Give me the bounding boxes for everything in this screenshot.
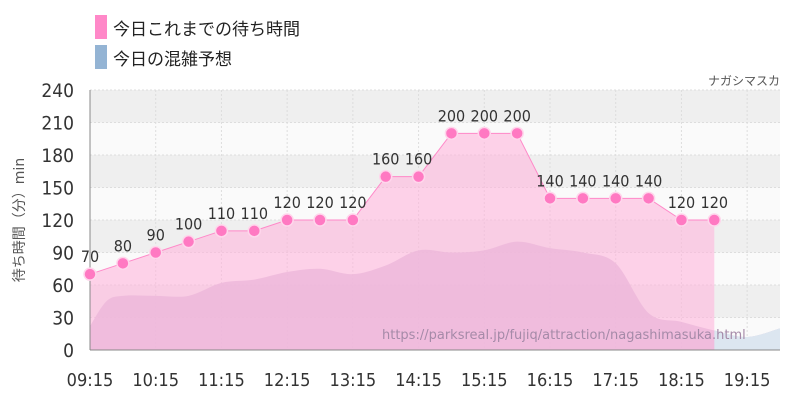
x-tick-label: 17:15 bbox=[592, 370, 639, 391]
data-label: 70 bbox=[81, 247, 99, 266]
wait-point bbox=[411, 169, 426, 184]
wait-point bbox=[641, 191, 656, 206]
legend-item-crowd-forecast[interactable]: 今日の混雑予想 bbox=[95, 42, 300, 72]
y-tick-label: 210 bbox=[41, 113, 74, 135]
attraction-name: ナガシマスカ bbox=[707, 74, 780, 88]
legend-item-wait-times[interactable]: 今日これまでの待ち時間 bbox=[95, 12, 300, 42]
y-tick-label: 150 bbox=[41, 178, 74, 200]
data-label: 140 bbox=[569, 171, 596, 190]
wait-point bbox=[280, 213, 294, 227]
x-tick-label: 14:15 bbox=[395, 370, 442, 391]
x-tick-label: 13:15 bbox=[330, 370, 377, 391]
x-tick-label: 18:15 bbox=[658, 370, 705, 391]
legend-swatch-crowd-forecast bbox=[95, 45, 107, 69]
wait-markers bbox=[83, 126, 722, 281]
data-label: 120 bbox=[306, 193, 333, 212]
data-label: 200 bbox=[438, 106, 465, 125]
x-tick-label: 11:15 bbox=[198, 370, 245, 391]
x-tick-label: 12:15 bbox=[264, 370, 311, 391]
wait-point bbox=[313, 213, 327, 227]
data-label: 120 bbox=[668, 193, 695, 212]
wait-point bbox=[346, 213, 360, 227]
wait-point bbox=[148, 245, 163, 260]
data-label: 140 bbox=[536, 171, 563, 190]
wait-point bbox=[674, 213, 689, 227]
y-axis-title: 待ち時間（分）min bbox=[12, 158, 28, 282]
data-label: 120 bbox=[701, 193, 728, 212]
y-tick-label: 240 bbox=[41, 80, 74, 102]
wait-point bbox=[510, 126, 524, 141]
wait-point bbox=[543, 191, 557, 206]
wait-point bbox=[181, 234, 196, 249]
wait-area bbox=[90, 133, 715, 350]
data-label: 200 bbox=[471, 106, 498, 125]
source-url: https://parksreal.jp/fujiq/attraction/na… bbox=[382, 328, 746, 343]
wait-point bbox=[707, 213, 722, 227]
wait-point bbox=[378, 169, 393, 184]
x-tick-label: 10:15 bbox=[132, 370, 179, 391]
y-tick-label: 60 bbox=[52, 275, 74, 297]
data-label: 110 bbox=[241, 204, 268, 223]
wait-point bbox=[576, 191, 590, 206]
data-label: 160 bbox=[405, 150, 432, 169]
data-label: 200 bbox=[503, 106, 530, 125]
y-tick-label: 180 bbox=[41, 145, 74, 167]
y-tick-label: 90 bbox=[52, 243, 74, 265]
background-band bbox=[90, 90, 780, 123]
wait-point bbox=[247, 224, 262, 238]
data-labels: 70 80 90 100 110 110 120 120 120 160 160 200 200 200 1… bbox=[81, 106, 728, 266]
data-label: 90 bbox=[147, 226, 165, 245]
x-tick-label: 19:15 bbox=[724, 370, 771, 391]
axes bbox=[89, 90, 780, 351]
data-label: 160 bbox=[372, 150, 399, 169]
wait-point bbox=[214, 224, 229, 238]
legend-swatch-wait-times bbox=[95, 15, 107, 39]
wait-point bbox=[608, 191, 623, 206]
data-label: 100 bbox=[175, 215, 202, 234]
legend: 今日これまでの待ち時間 今日の混雑予想 bbox=[95, 12, 300, 72]
wait-point bbox=[477, 126, 492, 141]
x-tick-label: 09:15 bbox=[67, 370, 114, 391]
background-band bbox=[90, 122, 780, 155]
data-label: 120 bbox=[339, 193, 366, 212]
y-tick-label: 30 bbox=[52, 308, 74, 330]
data-label: 80 bbox=[114, 236, 132, 255]
y-tick-label: 120 bbox=[41, 210, 74, 232]
data-label: 110 bbox=[208, 204, 235, 223]
legend-label-crowd-forecast: 今日の混雑予想 bbox=[113, 49, 232, 70]
x-tick-label: 15:15 bbox=[461, 370, 508, 391]
tick-labels: 0 30 60 90 120 150 180 210 240 09:15 10:15 11:15 12:… bbox=[41, 80, 770, 391]
data-label: 120 bbox=[273, 193, 300, 212]
data-label: 140 bbox=[602, 171, 629, 190]
wait-point bbox=[444, 126, 459, 141]
wait-point bbox=[83, 267, 97, 281]
legend-label-wait-times: 今日これまでの待ち時間 bbox=[113, 19, 300, 40]
data-label: 140 bbox=[635, 171, 662, 190]
forecast-area-outside bbox=[714, 328, 780, 350]
x-tick-label: 16:15 bbox=[527, 370, 574, 391]
y-tick-label: 0 bbox=[63, 340, 74, 362]
wait-point bbox=[116, 256, 130, 271]
